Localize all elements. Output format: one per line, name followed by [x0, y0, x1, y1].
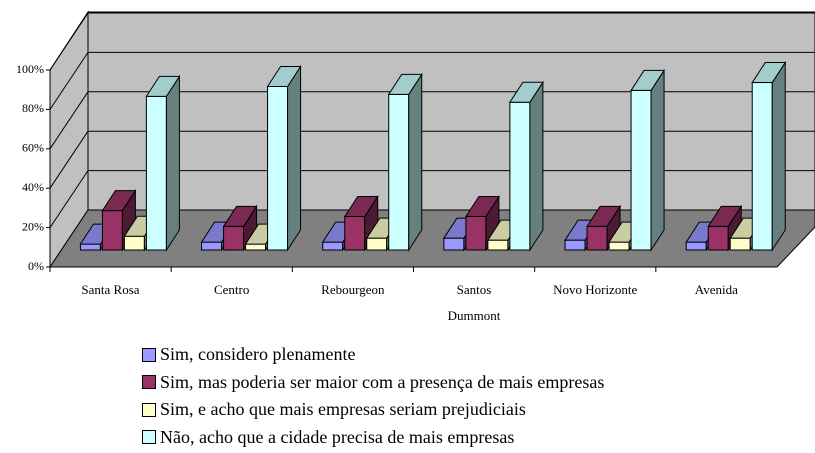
bar-top	[508, 81, 544, 103]
bar-front	[245, 243, 267, 251]
bar-top	[387, 73, 423, 95]
x-tick-label: Novo Horizonte	[553, 282, 638, 297]
y-tick-label: 80%	[22, 101, 44, 115]
bar-top	[101, 190, 137, 212]
legend-label: Não, acho que a cidade precisa de mais e…	[160, 426, 515, 447]
bar-front	[344, 216, 366, 251]
bar-side	[165, 74, 180, 252]
y-tick-label: 100%	[16, 62, 44, 76]
grid-line	[49, 52, 89, 110]
bar	[751, 60, 787, 252]
bar	[630, 68, 665, 252]
bar-top	[586, 205, 621, 227]
bar-front	[630, 89, 652, 251]
bar-top	[266, 65, 302, 87]
bar-front	[123, 235, 145, 251]
bar-top	[222, 205, 258, 227]
x-tick-label: Centro	[213, 282, 250, 297]
x-tick-label: Santa Rosa	[81, 282, 140, 297]
bar-front	[729, 237, 751, 251]
bar	[508, 80, 544, 252]
legend-item: Sim, mas poderia ser maior com a presenç…	[142, 372, 604, 393]
bar-front	[608, 241, 630, 251]
bar-front	[101, 210, 123, 251]
x-tick-label: Avenida	[694, 282, 738, 297]
legend-swatch	[142, 402, 156, 417]
bar-side	[650, 68, 665, 252]
x-tick-label: Santos Dummont	[447, 282, 501, 323]
legend-swatch	[142, 347, 156, 362]
bar-side	[771, 60, 786, 252]
bar-side	[408, 72, 423, 252]
grid-line	[49, 170, 89, 228]
legend-swatch	[142, 430, 156, 444]
legend-swatch	[142, 375, 156, 389]
bar	[222, 204, 258, 252]
legend-label: Sim, e acho que mais empresas seriam pre…	[160, 399, 526, 419]
bar	[387, 72, 423, 252]
bar	[586, 204, 621, 252]
bar-front	[707, 225, 729, 251]
bar-side	[287, 64, 302, 252]
bar-top	[464, 196, 500, 218]
bar-front	[145, 95, 167, 251]
bar-front	[267, 85, 289, 251]
bar-side	[529, 80, 544, 252]
grid-line	[49, 12, 89, 71]
y-tick-label: 0%	[28, 259, 44, 273]
bar-front	[487, 239, 509, 251]
legend-label: Sim, considero plenamente	[160, 344, 356, 364]
bar-front	[685, 241, 707, 251]
bar-front	[751, 82, 773, 251]
bar-front	[79, 243, 101, 251]
legend-item: Não, acho que a cidade precisa de mais e…	[142, 427, 514, 448]
bar-top	[751, 62, 787, 84]
bar-front	[322, 241, 344, 251]
bar	[266, 64, 302, 252]
bar-front	[366, 237, 388, 251]
bar	[145, 74, 181, 252]
bar-front	[388, 93, 410, 251]
legend-label: Sim, mas poderia ser maior com a presenç…	[160, 371, 605, 392]
y-tick-label: 40%	[22, 180, 44, 194]
legend-item: Sim, e acho que mais empresas seriam pre…	[142, 399, 526, 420]
bar-front	[443, 237, 465, 251]
bar-front	[223, 225, 245, 251]
legend-item: Sim, considero plenamente	[142, 344, 355, 365]
bar-top	[343, 196, 379, 218]
y-tick-label: 60%	[22, 141, 44, 155]
x-tick-label: Rebourgeon	[321, 282, 385, 297]
bar-front	[201, 241, 223, 251]
bar-front	[509, 101, 531, 251]
bar-front	[586, 225, 608, 251]
bar-top	[145, 75, 181, 97]
bar-top	[630, 69, 665, 91]
bar-front	[564, 239, 586, 251]
back-wall	[87, 11, 815, 211]
grid-line	[49, 91, 89, 150]
bar-front	[465, 216, 487, 251]
bar-top	[707, 205, 743, 227]
y-tick-label: 20%	[22, 219, 44, 233]
grid-line	[49, 130, 89, 189]
